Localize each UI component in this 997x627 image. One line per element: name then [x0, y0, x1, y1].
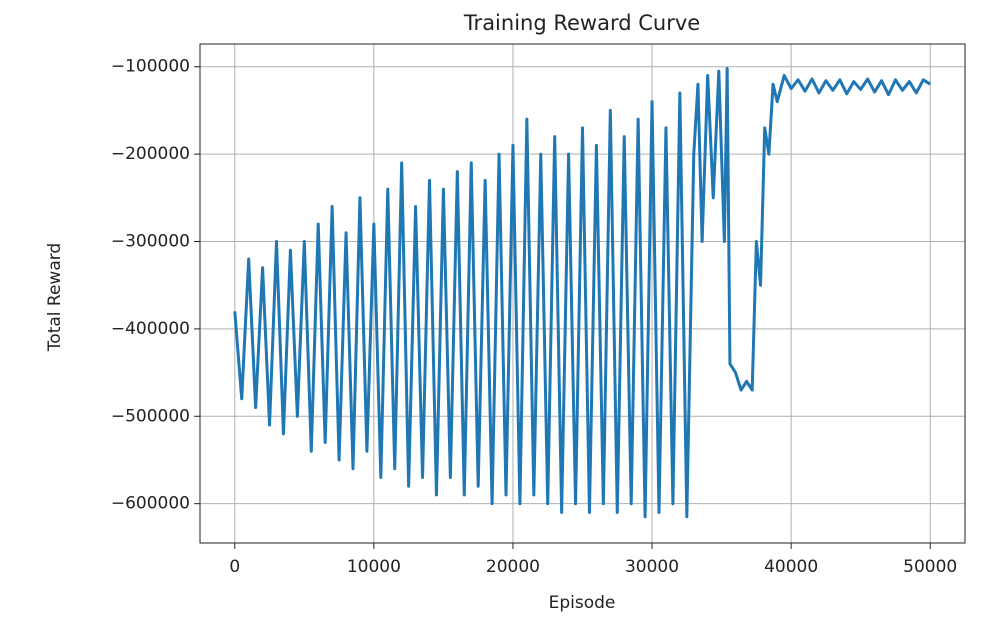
y-tick-label: −100000	[111, 57, 190, 77]
y-tick-label: −300000	[111, 232, 190, 252]
x-axis-label: Episode	[549, 593, 616, 613]
y-tick-label: −400000	[111, 319, 190, 339]
x-tick-label: 0	[229, 557, 240, 577]
x-tick-label: 50000	[903, 557, 957, 577]
y-tick-label: −500000	[111, 406, 190, 426]
chart-title: Training Reward Curve	[463, 11, 700, 35]
y-tick-label: −600000	[111, 494, 190, 514]
y-axis-label: Total Reward	[45, 243, 65, 352]
x-tick-label: 30000	[625, 557, 679, 577]
x-tick-label: 40000	[764, 557, 818, 577]
y-tick-label: −200000	[111, 144, 190, 164]
x-tick-label: 20000	[486, 557, 540, 577]
x-tick-label: 10000	[347, 557, 401, 577]
plot-frame	[199, 43, 966, 544]
line-series	[233, 66, 932, 519]
